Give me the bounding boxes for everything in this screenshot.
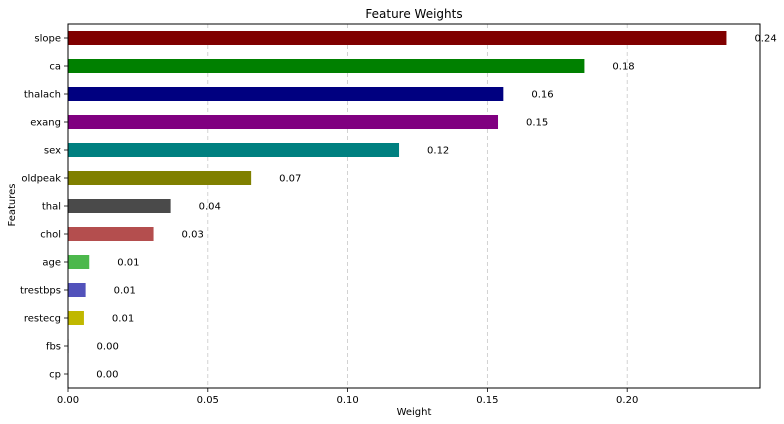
y-tick-label-chol: chol xyxy=(40,230,61,241)
bar-thalach xyxy=(68,87,504,101)
y-tick-label-thalach: thalach xyxy=(24,90,61,101)
bar-sex xyxy=(68,143,400,157)
x-tick-label: 0.15 xyxy=(476,395,498,406)
value-label-thal: 0.04 xyxy=(199,202,221,213)
value-label-fbs: 0.00 xyxy=(97,342,119,353)
bar-age xyxy=(68,255,90,269)
y-tick-label-slope: slope xyxy=(34,34,61,45)
x-gridlines xyxy=(207,24,628,388)
value-label-ca: 0.18 xyxy=(612,62,634,73)
value-label-cp: 0.00 xyxy=(96,370,118,381)
y-tick-label-sex: sex xyxy=(44,146,61,157)
y-tick-label-cp: cp xyxy=(49,370,61,381)
y-axis-ticks: slope ca thalach exang sex oldpeak thal chol age… xyxy=(20,34,68,381)
bar-thal xyxy=(68,199,171,213)
x-axis-label: Weight xyxy=(397,407,432,418)
y-tick-label-exang: exang xyxy=(30,118,61,129)
x-axis-ticks: 0.00 0.05 0.10 0.15 0.20 xyxy=(57,388,638,406)
value-label-trestbps: 0.01 xyxy=(114,286,136,297)
x-tick-label: 0.00 xyxy=(57,395,79,406)
value-labels: 0.24 0.18 0.16 0.15 0.12 0.07 0.04 0.03 0.01 0.01… xyxy=(96,34,776,381)
bar-chol xyxy=(68,227,154,241)
bar-exang xyxy=(68,115,499,129)
value-label-thalach: 0.16 xyxy=(531,90,553,101)
value-label-oldpeak: 0.07 xyxy=(279,174,301,185)
y-tick-label-thal: thal xyxy=(42,202,61,213)
bar-ca xyxy=(68,59,585,73)
bar-slope xyxy=(68,31,727,45)
y-tick-label-age: age xyxy=(42,258,61,269)
y-tick-label-oldpeak: oldpeak xyxy=(21,174,61,185)
bar-trestbps xyxy=(68,283,86,297)
plot-frame xyxy=(67,23,761,389)
bar-oldpeak xyxy=(68,171,252,185)
value-label-sex: 0.12 xyxy=(427,146,449,157)
y-axis-label: Features xyxy=(7,184,18,227)
chart-title: Feature Weights xyxy=(365,7,462,21)
y-tick-label-ca: ca xyxy=(49,62,61,73)
bar-restecg xyxy=(68,311,84,325)
value-label-exang: 0.15 xyxy=(526,118,548,129)
x-tick-label: 0.20 xyxy=(616,395,638,406)
y-tick-label-fbs: fbs xyxy=(46,342,61,353)
value-label-restecg: 0.01 xyxy=(112,314,134,325)
y-tick-label-restecg: restecg xyxy=(24,314,61,325)
value-label-slope: 0.24 xyxy=(754,34,776,45)
value-label-age: 0.01 xyxy=(117,258,139,269)
x-tick-label: 0.10 xyxy=(336,395,358,406)
y-tick-label-trestbps: trestbps xyxy=(20,286,61,297)
x-tick-label: 0.05 xyxy=(197,395,219,406)
value-label-chol: 0.03 xyxy=(182,230,204,241)
bars xyxy=(68,31,727,381)
